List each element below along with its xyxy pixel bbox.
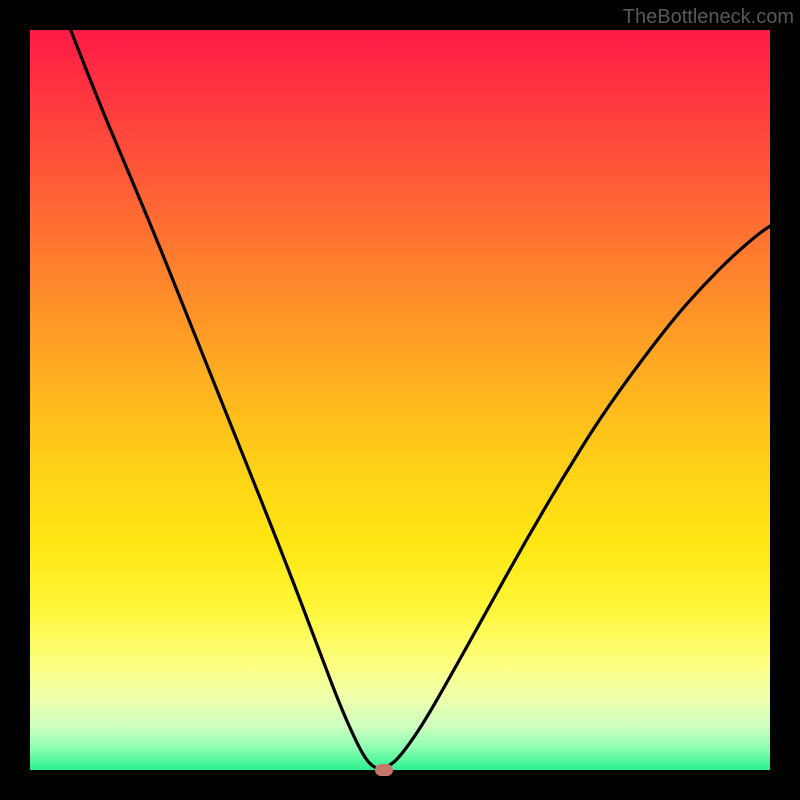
minimum-marker [375, 764, 393, 776]
plot-area [30, 30, 770, 770]
watermark-text: TheBottleneck.com [623, 6, 794, 29]
bottleneck-curve [30, 30, 770, 770]
